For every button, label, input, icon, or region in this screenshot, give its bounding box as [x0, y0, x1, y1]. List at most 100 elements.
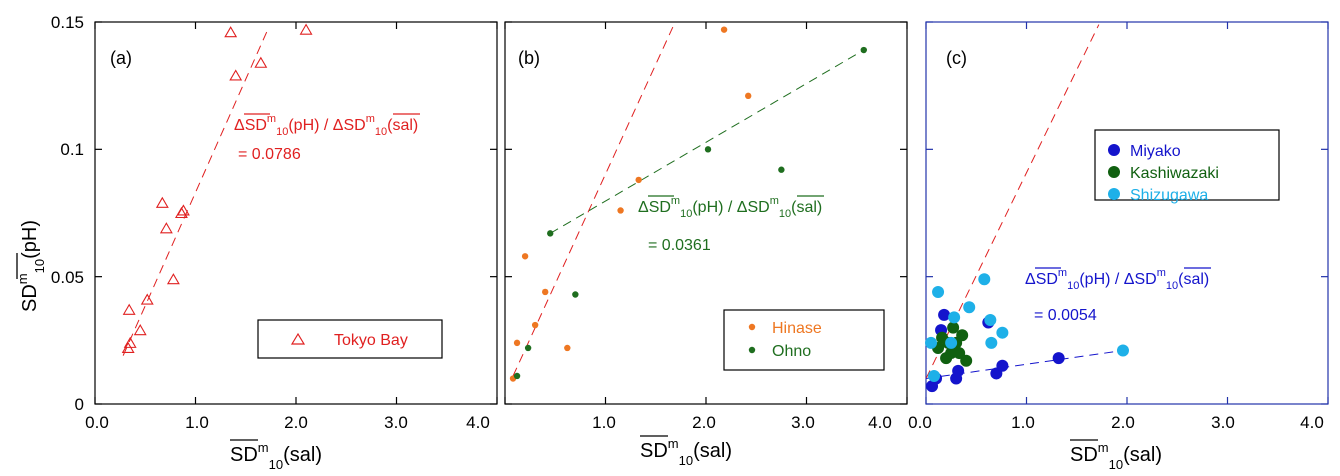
panel-a-annotation-value: = 0.0786	[238, 146, 301, 163]
panel-b-ann-sd-1: SD	[649, 199, 671, 216]
panel-a-x-title-tail: (sal)	[283, 444, 322, 466]
panel-b-ann-sup-2: m	[770, 195, 779, 207]
panel-b-point-hinase	[513, 339, 521, 347]
panel-c-label: (c)	[946, 48, 967, 68]
panel-c-point-shizugawa	[1116, 344, 1129, 357]
y-axis-title-sup: m	[15, 273, 30, 284]
panel-a-x-tick-4: 4.0	[466, 413, 490, 432]
panel-b-x-axis-title: SDm10(sal)	[640, 435, 732, 468]
panel-b-point-ohno	[704, 146, 712, 153]
panel-c-point-kashiwazaki	[960, 354, 973, 367]
panel-c-point-kashiwazaki	[956, 329, 969, 342]
panel-c-point-shizugawa	[984, 313, 997, 326]
y-axis-title-sub: 10	[32, 259, 47, 273]
panel-b-point-hinase	[720, 26, 728, 33]
panel-a-x-tick-1: 1.0	[185, 413, 209, 432]
panel-a-label: (a)	[110, 48, 132, 68]
panel-c-ann-delta-1: Δ	[1025, 271, 1036, 288]
panel-b-point-ohno	[860, 46, 867, 54]
panel-b-point-hinase	[531, 321, 539, 329]
panel-b-point-ohno	[778, 166, 785, 173]
panel-a-point-tokyo-bay	[123, 336, 137, 348]
y-axis-title-main: SD	[19, 284, 41, 312]
panel-a-point-tokyo-bay	[155, 196, 169, 208]
panel-a-ann-sd-2: SD	[343, 117, 365, 134]
panel-b-point-hinase	[564, 344, 571, 352]
panel-c-point-shizugawa	[925, 336, 938, 349]
y-axis-title-tail: (pH)	[19, 220, 41, 259]
panel-a-x-tick-3: 3.0	[384, 413, 408, 432]
panel-c-x-title-sup: m	[1098, 440, 1109, 455]
panel-a-ann-sub-2: 10	[375, 126, 387, 138]
panel-c-point-shizugawa	[978, 273, 991, 286]
panel-b-x-title-main: SD	[640, 440, 668, 462]
panel-b-legend-label-hinase: Hinase	[772, 320, 822, 337]
panel-b-x-tick-2: 2.0	[692, 413, 716, 432]
panel-a-legend: Tokyo Bay	[257, 319, 443, 359]
panel-b-x-tick-1: 1.0	[592, 413, 616, 432]
panel-c-point-miyako	[938, 308, 951, 321]
panel-a-point-tokyo-bay	[254, 56, 268, 68]
panel-a-point-tokyo-bay	[166, 273, 180, 285]
panel-c-x-tick-1: 1.0	[1011, 413, 1035, 432]
panel-c-annotation: ΔSDm10(pH) / ΔSDm10(sal) = 0.0054	[1025, 267, 1211, 324]
panel-c-point-kashiwazaki	[947, 321, 960, 334]
panel-a-x-title-sub: 10	[269, 457, 283, 472]
panel-a-legend-box	[257, 319, 443, 359]
panel-c-x-tick-2: 2.0	[1111, 413, 1135, 432]
panel-a-point-tokyo-bay	[224, 26, 238, 38]
panel-a-annotation: ΔSDm10(pH) / ΔSDm10(sal) = 0.0786	[234, 113, 420, 163]
panel-c-ann-sup-2: m	[1157, 267, 1166, 279]
panel-c-legend-marker-kashiwazaki	[1108, 166, 1120, 178]
panel-c-legend-marker-miyako	[1108, 144, 1120, 156]
panel-c-point-shizugawa	[932, 285, 945, 298]
panel-c-legend-label-shizugawa: Shizugawa	[1130, 187, 1208, 204]
panel-c-plot	[925, 24, 1129, 393]
panel-c-point-shizugawa	[963, 301, 976, 314]
panel-b-ann-sub-2: 10	[779, 208, 791, 220]
panel-b-legend: Hinase Ohno	[723, 309, 885, 371]
panel-b-annotation-value: = 0.0361	[648, 237, 711, 254]
panel-b-x-title-tail: (sal)	[693, 440, 732, 462]
panel-b-point-hinase	[635, 176, 642, 184]
panel-b-point-hinase	[542, 288, 549, 296]
panel-c-point-shizugawa	[996, 326, 1009, 339]
panel-a-ann-sub-1: 10	[276, 126, 288, 138]
panel-b-x-tick-4: 4.0	[868, 413, 892, 432]
panel-b-x-title-sub: 10	[679, 453, 693, 468]
panel-b-point-ohno	[524, 344, 532, 352]
panel-b-legend-label-ohno: Ohno	[772, 343, 811, 360]
panel-b-point-hinase	[745, 92, 752, 100]
panel-b: 1.0 2.0 3.0 4.0 SDm10(sal) (b) ΔSDm10(pH…	[504, 21, 908, 468]
panel-c-point-shizugawa	[928, 369, 941, 382]
panel-a-x-axis-title: SDm10(sal)	[230, 439, 322, 472]
svg-text:SDm10(sal): SDm10(sal)	[230, 440, 322, 472]
panel-c-x-title-main: SD	[1070, 444, 1098, 466]
panel-c-annotation-value: = 0.0054	[1034, 307, 1097, 324]
panel-a-x-tick-0: 0.0	[85, 413, 109, 432]
panel-b-ann-delta-1: Δ	[638, 199, 649, 216]
panel-b-legend-marker-ohno	[748, 346, 756, 354]
panel-a-point-tokyo-bay	[159, 222, 173, 234]
panel-a-x-title-sup: m	[258, 440, 269, 455]
panel-c-x-axis-title: SDm10(sal)	[1070, 439, 1162, 472]
panel-b-point-ohno	[547, 230, 554, 237]
panel-a-legend-marker-tokyo-bay	[290, 332, 306, 345]
panel-c-legend-label-miyako: Miyako	[1130, 143, 1181, 160]
y-axis-title: SDm10(pH)	[15, 220, 47, 312]
panel-c-point-miyako	[1052, 352, 1065, 365]
svg-text:ΔSDm10(pH) / ΔSDm10(sal): ΔSDm10(pH) / ΔSDm10(sal)	[234, 113, 418, 138]
svg-text:SDm10(sal): SDm10(sal)	[640, 436, 732, 468]
panel-c-ann-sub-2: 10	[1166, 280, 1178, 292]
panel-a-ann-sup-1: m	[267, 113, 276, 125]
panel-a-ann-mid: (pH) / Δ	[288, 117, 343, 134]
panel-a-point-tokyo-bay	[299, 23, 313, 35]
panel-c-ann-sup-1: m	[1058, 267, 1067, 279]
panel-c-point-miyako	[952, 364, 965, 377]
panel-c-legend: Miyako Kashiwazaki Shizugawa	[1094, 129, 1280, 204]
panel-c-ann-sd-2: SD	[1134, 271, 1156, 288]
panel-c-x-tick-4: 4.0	[1300, 413, 1324, 432]
panel-a-point-tokyo-bay	[140, 293, 154, 305]
panel-a-point-tokyo-bay	[229, 69, 243, 81]
panel-c: 0.0 1.0 2.0 3.0 4.0 SDm10(sal) (c) ΔSDm1…	[908, 21, 1329, 472]
